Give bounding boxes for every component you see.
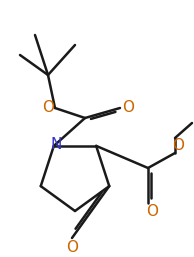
Text: N: N — [50, 137, 61, 152]
Text: O: O — [42, 100, 54, 115]
Text: O: O — [66, 240, 78, 254]
Text: O: O — [146, 204, 158, 218]
Text: O: O — [122, 100, 134, 115]
Text: O: O — [172, 137, 184, 152]
